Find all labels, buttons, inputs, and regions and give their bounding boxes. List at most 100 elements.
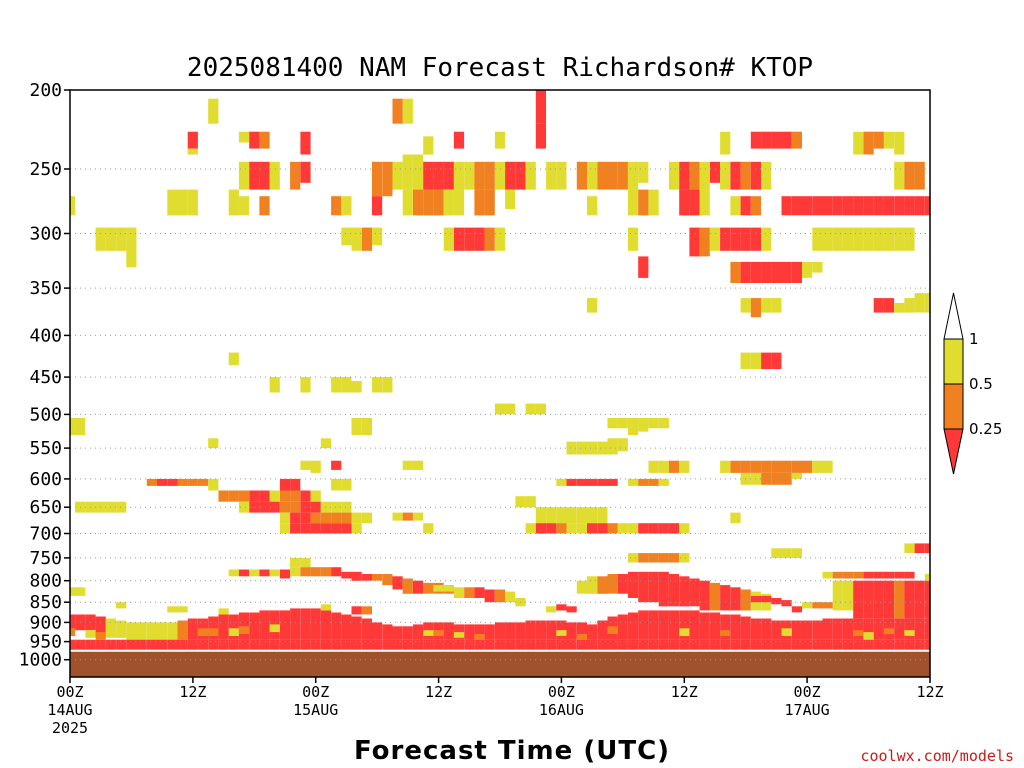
heatmap-cell <box>781 473 792 485</box>
heatmap-cell <box>924 639 930 651</box>
heatmap-cell <box>883 131 895 149</box>
heatmap-cell <box>761 298 772 313</box>
heatmap-cell <box>238 639 250 651</box>
y-tick-label: 300 <box>29 224 62 245</box>
heatmap-cell <box>525 403 536 415</box>
heatmap-cell <box>822 571 833 579</box>
heatmap-cell <box>761 261 772 283</box>
x-tick-label: 00Z <box>548 683 575 701</box>
heatmap-cell <box>453 587 465 598</box>
heatmap-cell <box>587 624 598 640</box>
heatmap-cell <box>730 587 741 611</box>
heatmap-cell <box>392 98 403 124</box>
heatmap-cell <box>95 227 106 251</box>
heatmap-cell <box>95 639 106 651</box>
heatmap-cell <box>453 227 465 251</box>
heatmap-cell <box>863 639 874 651</box>
heatmap-cell <box>228 569 239 577</box>
heatmap-cell <box>597 639 608 651</box>
y-tick-label: 500 <box>29 404 62 425</box>
heatmap-cell <box>331 639 342 651</box>
heatmap-cell <box>597 478 608 486</box>
heatmap-cell <box>177 478 188 486</box>
heatmap-cell <box>372 574 383 581</box>
heatmap-cells <box>70 90 930 677</box>
plot-area <box>69 89 931 678</box>
heatmap-cell <box>249 612 260 640</box>
heatmap-cell <box>372 639 383 651</box>
heatmap-cell <box>843 580 854 611</box>
heatmap-cell <box>494 131 506 149</box>
heatmap-cell <box>730 227 741 251</box>
heatmap-cell <box>617 523 628 534</box>
heatmap-cell <box>689 227 700 257</box>
heatmap-cell <box>679 639 690 651</box>
x-tick-label: 12Z <box>425 683 452 701</box>
heatmap-cell <box>535 403 546 415</box>
heatmap-cell <box>822 196 833 216</box>
heatmap-cell <box>802 460 813 473</box>
heatmap-cell <box>423 136 434 155</box>
heatmap-cell <box>771 352 782 370</box>
heatmap-cell <box>423 630 434 636</box>
heatmap-cell <box>146 622 157 640</box>
heatmap-cell <box>587 523 598 534</box>
y-tick-label: 200 <box>29 80 62 101</box>
heatmap-cell <box>361 606 372 615</box>
heatmap-cell <box>791 261 802 283</box>
heatmap-cell <box>873 571 884 579</box>
heatmap-cell <box>453 189 465 216</box>
heatmap-cell <box>904 543 915 554</box>
heatmap-cell <box>802 196 813 216</box>
heatmap-cell <box>658 460 669 473</box>
heatmap-cell <box>750 460 761 473</box>
color-legend: 1 0.5 0.25 <box>943 292 1002 475</box>
heatmap-cell <box>894 639 905 651</box>
heatmap-cell <box>279 512 291 524</box>
heatmap-cell <box>70 417 76 435</box>
heatmap-cell <box>648 523 659 534</box>
heatmap-cell <box>320 639 331 651</box>
heatmap-cell <box>341 196 352 216</box>
heatmap-cell <box>320 523 331 534</box>
heatmap-cell <box>341 227 352 246</box>
heatmap-cell <box>720 227 731 251</box>
heatmap-cell <box>464 227 475 251</box>
heatmap-cell <box>761 352 772 370</box>
heatmap-cell <box>300 567 311 577</box>
heatmap-cell <box>402 578 413 594</box>
heatmap-cell <box>587 161 598 190</box>
heatmap-cell <box>269 624 280 633</box>
heatmap-cell <box>771 639 782 651</box>
heatmap-cell <box>607 438 618 455</box>
heatmap-cell <box>351 512 362 524</box>
heatmap-cell <box>474 189 485 216</box>
heatmap-cell <box>238 501 250 513</box>
heatmap-cell <box>361 417 372 435</box>
heatmap-cell <box>658 571 669 607</box>
heatmap-cell <box>413 624 424 640</box>
y-tick-label: 900 <box>29 612 62 633</box>
heatmap-cell <box>484 589 495 603</box>
heatmap-cell <box>924 293 930 313</box>
heatmap-cell <box>791 606 802 613</box>
heatmap-cell <box>791 460 802 473</box>
heatmap-cell <box>628 161 639 190</box>
heatmap-cell <box>198 478 209 486</box>
heatmap-cell <box>310 639 321 651</box>
heatmap-cell <box>750 227 761 251</box>
heatmap-cell <box>116 639 127 651</box>
heatmap-cell <box>576 580 587 594</box>
heatmap-cell <box>556 523 567 534</box>
heatmap-cell <box>812 460 823 473</box>
heatmap-cell <box>689 610 700 640</box>
heatmap-cell <box>587 639 598 651</box>
heatmap-cell <box>474 639 485 651</box>
heatmap-cell <box>781 460 792 473</box>
heatmap-cell <box>812 261 823 273</box>
heatmap-cell <box>382 639 393 651</box>
heatmap-cell <box>423 523 434 534</box>
heatmap-cell <box>914 543 925 554</box>
legend-label: 1 <box>969 330 979 348</box>
heatmap-cell <box>873 639 884 651</box>
